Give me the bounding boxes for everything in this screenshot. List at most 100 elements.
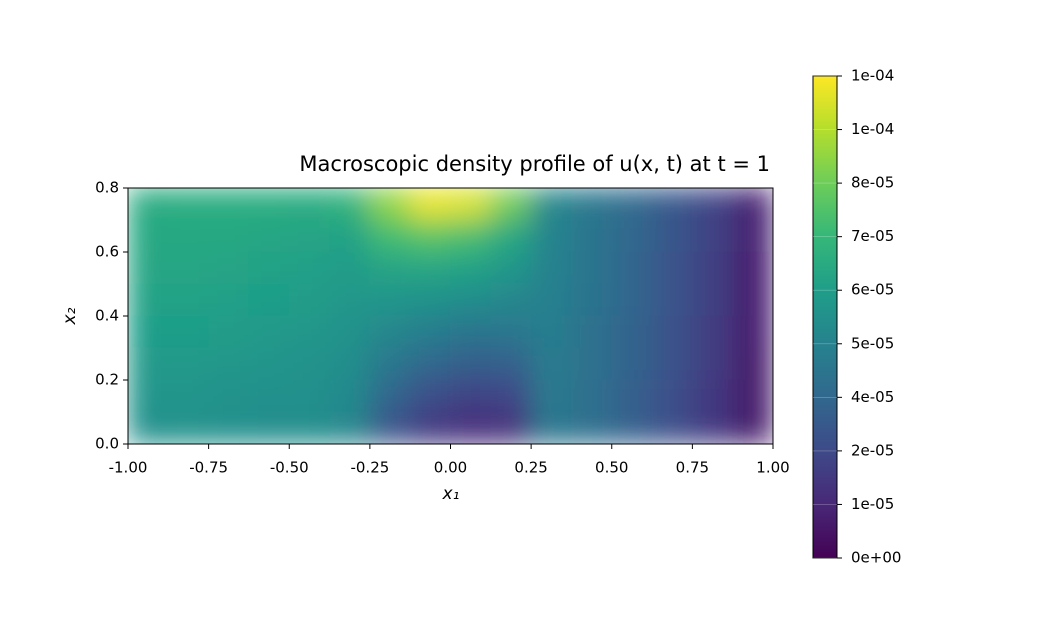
field-cell [329,251,371,285]
field-cell [732,283,773,317]
colorbar-tick-label: 1e-05 [851,495,894,513]
field-cell [490,283,532,317]
field-cell [369,315,411,349]
field-cell [248,347,290,381]
field-cell [611,219,653,253]
field-cell [128,283,169,317]
field-cell [329,379,371,413]
colorbar-tick-label: 1e-04 [851,67,894,85]
x-tick-label: -0.50 [270,459,309,477]
field-cell [691,411,734,444]
field-cell [208,411,250,444]
y-axis-label: x₂ [60,307,80,325]
field-cell [530,411,572,444]
field-cell [651,315,693,349]
field-cell [167,411,210,444]
field-cell [490,379,532,413]
y-tick-label: 0.6 [95,243,119,261]
field-cell [167,315,210,349]
field-cell [732,347,773,381]
field-cell [288,411,331,444]
field-cell [651,379,693,413]
field-cell [167,347,210,381]
field-cell [208,188,250,221]
field-cell [208,251,250,285]
field-cell [128,251,169,285]
field-cell [691,283,734,317]
field-cell [329,219,371,253]
colorbar-tick-label: 0e+00 [851,549,901,567]
field-cell [329,283,371,317]
colorbar-tick-label: 8e-05 [851,174,894,192]
field-cell [732,188,773,221]
field-cell [288,315,331,349]
field-cell [409,188,451,221]
field-cell [732,411,773,444]
field-cell [288,379,331,413]
field-cell [530,315,572,349]
field-cell [691,379,734,413]
field-cell [248,283,290,317]
field-cell [651,188,693,221]
field-cell [732,315,773,349]
x-tick-label: 1.00 [756,459,789,477]
field-cell [409,283,451,317]
field-cell [651,219,693,253]
field-cell [128,315,169,349]
colorbar [812,75,838,559]
field-cell [611,315,653,349]
colorbar-tick-label: 7e-05 [851,227,894,245]
field-cell [167,219,210,253]
field-cell [128,347,169,381]
colorbar-tick-label: 6e-05 [851,281,894,299]
field-cell [530,188,572,221]
field-cell [409,251,451,285]
y-tick-label: 0.4 [95,307,119,325]
field-cell [288,251,331,285]
field-cell [450,315,492,349]
field-cell [611,347,653,381]
field-cell [490,347,532,381]
field-cell [450,283,492,317]
colorbar-tick-label: 5e-05 [851,334,894,352]
colorbar-tick-label: 4e-05 [851,388,894,406]
field-cell [208,379,250,413]
colorbar-tick-label: 2e-05 [851,441,894,459]
x-tick-label: -0.25 [350,459,389,477]
field-cell [732,251,773,285]
field-cell [248,379,290,413]
field-cell [691,219,734,253]
field-cell [570,411,613,444]
field-cell [288,283,331,317]
plot-area [128,188,773,444]
field-cell [450,251,492,285]
field-cell [167,251,210,285]
field-cell [167,379,210,413]
field-cell [530,219,572,253]
field-cell [691,251,734,285]
field-cell [450,219,492,253]
y-tick-label: 0.2 [95,371,119,389]
field-cell [329,347,371,381]
colorbar-tick-label: 1e-04 [851,120,894,138]
field-cell [369,219,411,253]
field-cell [490,251,532,285]
field-cell [611,251,653,285]
field-cell [248,411,290,444]
field-cell [611,188,653,221]
field-cell [611,411,653,444]
y-tick-label: 0.0 [95,435,119,453]
field-cell [450,188,492,221]
chart-title: Macroscopic density profile of u(x, t) a… [299,152,770,176]
field-cell [651,283,693,317]
field-cell [208,283,250,317]
field-cell [248,251,290,285]
field-cell [329,188,371,221]
field-cell [490,315,532,349]
x-tick-label: 0.25 [514,459,547,477]
field-cell [530,379,572,413]
field-cell [450,411,492,444]
field-cell [409,315,451,349]
density-field [128,188,773,444]
field-cell [128,379,169,413]
